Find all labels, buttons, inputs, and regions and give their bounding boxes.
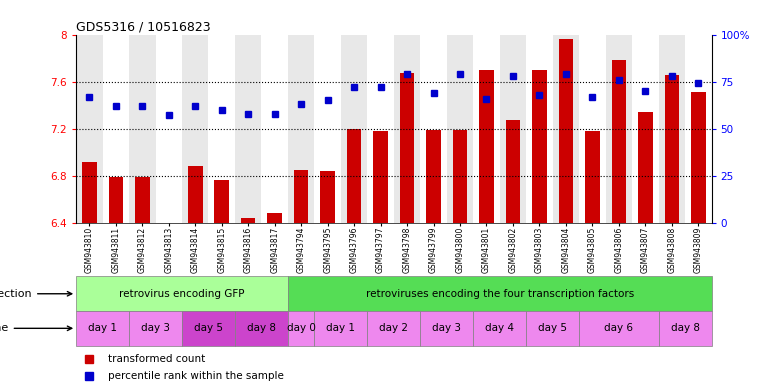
Bar: [426, 130, 441, 223]
Bar: [288, 276, 712, 311]
Bar: [182, 35, 209, 223]
Bar: [505, 121, 521, 223]
Bar: [579, 35, 606, 223]
Bar: [368, 35, 394, 223]
Bar: [182, 311, 235, 346]
Bar: [209, 35, 235, 223]
Bar: [479, 70, 494, 223]
Bar: [532, 70, 546, 223]
Text: percentile rank within the sample: percentile rank within the sample: [108, 371, 284, 381]
Bar: [347, 129, 361, 223]
Bar: [658, 311, 712, 346]
Bar: [585, 131, 600, 223]
Text: day 8: day 8: [247, 323, 276, 333]
Bar: [579, 311, 658, 346]
Bar: [374, 131, 388, 223]
Bar: [559, 39, 573, 223]
Bar: [76, 35, 103, 223]
Bar: [453, 130, 467, 223]
Bar: [526, 35, 552, 223]
Bar: [394, 35, 420, 223]
Bar: [500, 35, 526, 223]
Bar: [76, 276, 288, 311]
Bar: [129, 35, 155, 223]
Bar: [103, 35, 129, 223]
Bar: [632, 35, 658, 223]
Text: retrovirus encoding GFP: retrovirus encoding GFP: [119, 289, 245, 299]
Text: transformed count: transformed count: [108, 354, 205, 364]
Text: day 2: day 2: [379, 323, 409, 333]
Text: day 8: day 8: [670, 323, 699, 333]
Bar: [314, 35, 341, 223]
Bar: [658, 35, 685, 223]
Bar: [241, 218, 256, 223]
Text: infection: infection: [0, 289, 72, 299]
Bar: [664, 74, 679, 223]
Bar: [612, 60, 626, 223]
Bar: [235, 311, 288, 346]
Text: day 4: day 4: [486, 323, 514, 333]
Bar: [288, 311, 314, 346]
Bar: [320, 171, 335, 223]
Bar: [368, 311, 420, 346]
Text: day 5: day 5: [194, 323, 223, 333]
Bar: [135, 177, 150, 223]
Bar: [161, 223, 176, 228]
Text: day 3: day 3: [432, 323, 461, 333]
Bar: [288, 35, 314, 223]
Bar: [235, 35, 262, 223]
Bar: [294, 170, 308, 223]
Bar: [262, 35, 288, 223]
Bar: [215, 180, 229, 223]
Bar: [155, 35, 182, 223]
Bar: [400, 73, 414, 223]
Text: day 6: day 6: [604, 323, 633, 333]
Bar: [129, 311, 182, 346]
Bar: [552, 35, 579, 223]
Bar: [638, 112, 653, 223]
Bar: [473, 311, 526, 346]
Text: day 1: day 1: [326, 323, 355, 333]
Text: day 0: day 0: [287, 323, 316, 333]
Bar: [473, 35, 500, 223]
Bar: [188, 166, 202, 223]
Bar: [606, 35, 632, 223]
Bar: [447, 35, 473, 223]
Text: time: time: [0, 323, 72, 333]
Bar: [420, 311, 473, 346]
Text: GDS5316 / 10516823: GDS5316 / 10516823: [76, 20, 211, 33]
Bar: [267, 213, 282, 223]
Bar: [526, 311, 579, 346]
Text: day 1: day 1: [88, 323, 117, 333]
Bar: [691, 92, 705, 223]
Bar: [420, 35, 447, 223]
Bar: [341, 35, 368, 223]
Bar: [82, 162, 97, 223]
Bar: [685, 35, 712, 223]
Bar: [109, 177, 123, 223]
Text: day 5: day 5: [538, 323, 567, 333]
Text: day 3: day 3: [141, 323, 170, 333]
Text: retroviruses encoding the four transcription factors: retroviruses encoding the four transcrip…: [365, 289, 634, 299]
Bar: [314, 311, 368, 346]
Bar: [76, 311, 129, 346]
